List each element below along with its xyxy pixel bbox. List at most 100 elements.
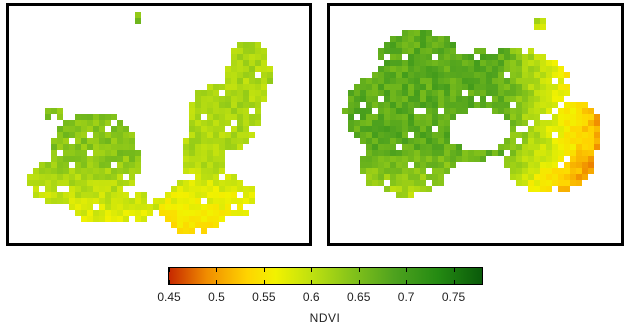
left-map-pixel [105, 180, 111, 186]
right-map-pixel [582, 144, 588, 150]
left-map-pixel [219, 198, 225, 204]
right-map-pixel [390, 144, 396, 150]
left-map-pixel [183, 144, 189, 150]
right-map-pixel [402, 108, 408, 114]
right-map-pixel [486, 102, 492, 108]
right-map-pixel [492, 60, 498, 66]
left-map-pixel [93, 216, 99, 222]
colorbar-tick [169, 280, 170, 284]
left-map-pixel [87, 198, 93, 204]
right-map-pixel [492, 84, 498, 90]
left-map-pixel [225, 90, 231, 96]
right-map-pixel [528, 138, 534, 144]
right-map-pixel [552, 138, 558, 144]
left-map-pixel [201, 102, 207, 108]
right-map-pixel [378, 120, 384, 126]
left-map-pixel [123, 204, 129, 210]
colorbar-tick-label: 0.65 [347, 290, 371, 304]
right-map-pixel [546, 156, 552, 162]
left-map-pixel [117, 192, 123, 198]
right-map-pixel [390, 138, 396, 144]
right-map-pixel [552, 114, 558, 120]
right-map-pixel [522, 150, 528, 156]
left-map-pixel [147, 204, 153, 210]
right-map-pixel [426, 66, 432, 72]
left-map-pixel [87, 162, 93, 168]
right-map-pixel [510, 108, 516, 114]
right-map-pixel [396, 186, 402, 192]
right-map-pixel [534, 54, 540, 60]
left-map-pixel [93, 186, 99, 192]
right-map-pixel [378, 162, 384, 168]
left-map-pixel [39, 174, 45, 180]
right-map-pixel [372, 132, 378, 138]
left-map-pixel [129, 144, 135, 150]
left-map-pixel [237, 54, 243, 60]
left-map-pixel [231, 84, 237, 90]
right-map-pixel [432, 96, 438, 102]
right-map-pixel [570, 108, 576, 114]
right-map-pixel [426, 126, 432, 132]
right-map-pixel [438, 138, 444, 144]
right-map-pixel [360, 138, 366, 144]
right-map-pixel [414, 120, 420, 126]
right-map-pixel [366, 138, 372, 144]
left-map-pixel [207, 204, 213, 210]
left-map-pixel [237, 48, 243, 54]
left-map-pixel [201, 150, 207, 156]
left-map-pixel [183, 192, 189, 198]
left-map-pixel [45, 186, 51, 192]
right-map-pixel [444, 144, 450, 150]
right-map-pixel [486, 72, 492, 78]
left-map-pixel [135, 18, 141, 24]
right-map-pixel [420, 66, 426, 72]
left-map-pixel [195, 150, 201, 156]
left-map-pixel [231, 72, 237, 78]
right-map-pixel [414, 30, 420, 36]
right-map-pixel [552, 174, 558, 180]
left-map-pixel [99, 210, 105, 216]
right-map-pixel [408, 150, 414, 156]
right-map-pixel [522, 132, 528, 138]
left-map-pixel [63, 162, 69, 168]
left-map-pixel [249, 84, 255, 90]
colorbar-tick [216, 280, 218, 284]
left-map-pixel [237, 78, 243, 84]
right-map-pixel [564, 144, 570, 150]
right-map-pixel [390, 114, 396, 120]
right-map-pixel [408, 72, 414, 78]
right-map-pixel [504, 60, 510, 66]
right-map-pixel [552, 102, 558, 108]
right-map-pixel [492, 72, 498, 78]
right-map-pixel [564, 114, 570, 120]
left-map-pixel [189, 150, 195, 156]
right-map-pixel [408, 90, 414, 96]
right-map-pixel [576, 114, 582, 120]
left-map-pixel [51, 180, 57, 186]
left-map-pixel [213, 186, 219, 192]
right-map-pixel [528, 132, 534, 138]
left-map-pixel [117, 156, 123, 162]
left-map-pixel [255, 42, 261, 48]
right-map-pixel [444, 132, 450, 138]
right-map-pixel [456, 54, 462, 60]
left-map-pixel [183, 228, 189, 234]
left-map-pixel [111, 150, 117, 156]
right-map-pixel [408, 156, 414, 162]
left-map-pixel [123, 198, 129, 204]
right-map-pixel [504, 54, 510, 60]
left-map-pixel [171, 186, 177, 192]
right-map-pixel [396, 168, 402, 174]
right-map-pixel [396, 150, 402, 156]
right-map-pixel [420, 120, 426, 126]
right-map-pixel [498, 144, 504, 150]
left-map-pixel [249, 192, 255, 198]
left-map-pixel [207, 102, 213, 108]
ndvi-map-right [327, 3, 624, 246]
right-map-pixel [396, 138, 402, 144]
right-map-pixel [450, 66, 456, 72]
right-map-pixel [420, 174, 426, 180]
left-map-pixel [207, 150, 213, 156]
right-map-pixel [492, 96, 498, 102]
left-map-pixel [189, 228, 195, 234]
